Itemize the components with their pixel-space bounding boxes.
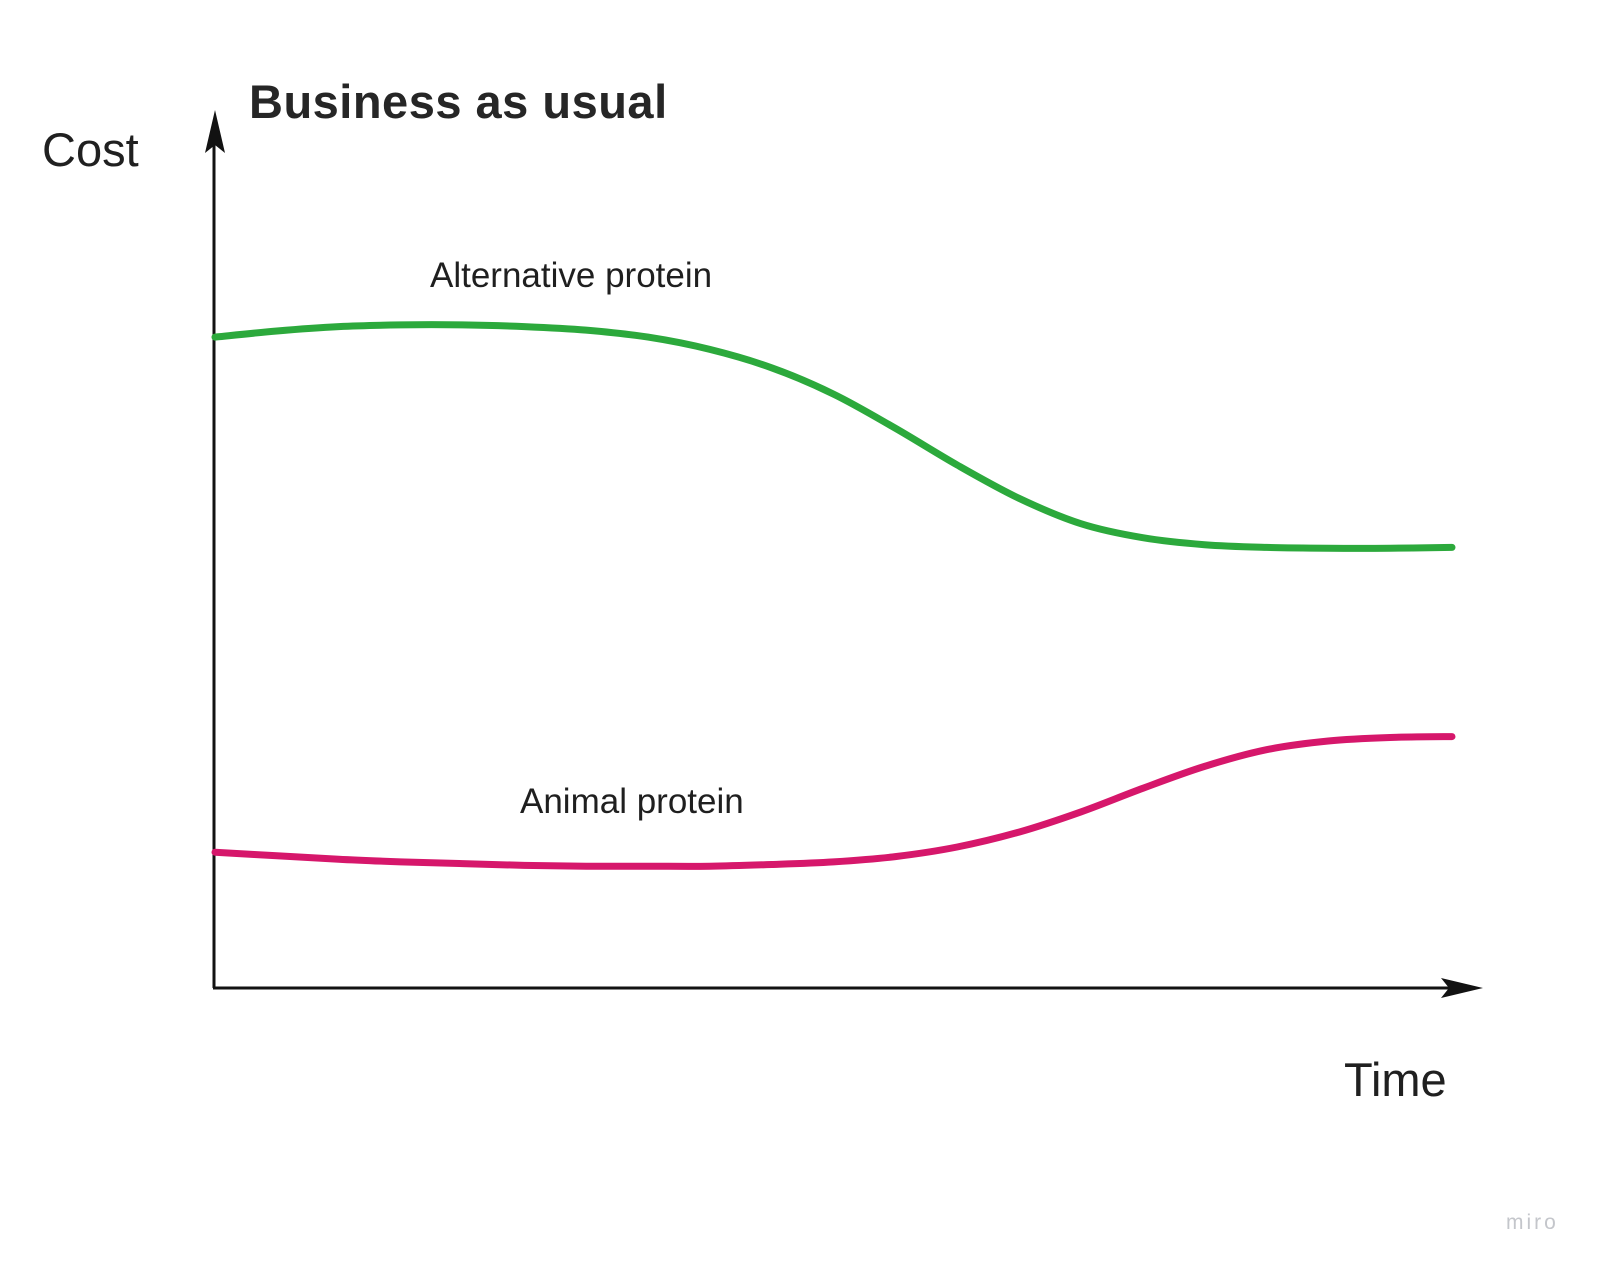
x-axis-arrowhead-icon bbox=[1441, 978, 1483, 998]
series-label-animal-protein: Animal protein bbox=[520, 782, 744, 821]
x-axis-label: Time bbox=[1344, 1053, 1447, 1106]
alternative-protein-curve bbox=[211, 321, 1456, 552]
miro-watermark: miro bbox=[1506, 1211, 1559, 1234]
y-axis-label: Cost bbox=[42, 123, 139, 176]
chart-title: Business as usual bbox=[249, 75, 668, 128]
animal-protein-curve bbox=[211, 733, 1456, 870]
series-label-alternative-protein: Alternative protein bbox=[430, 256, 713, 295]
y-axis-arrowhead-icon bbox=[205, 110, 225, 153]
